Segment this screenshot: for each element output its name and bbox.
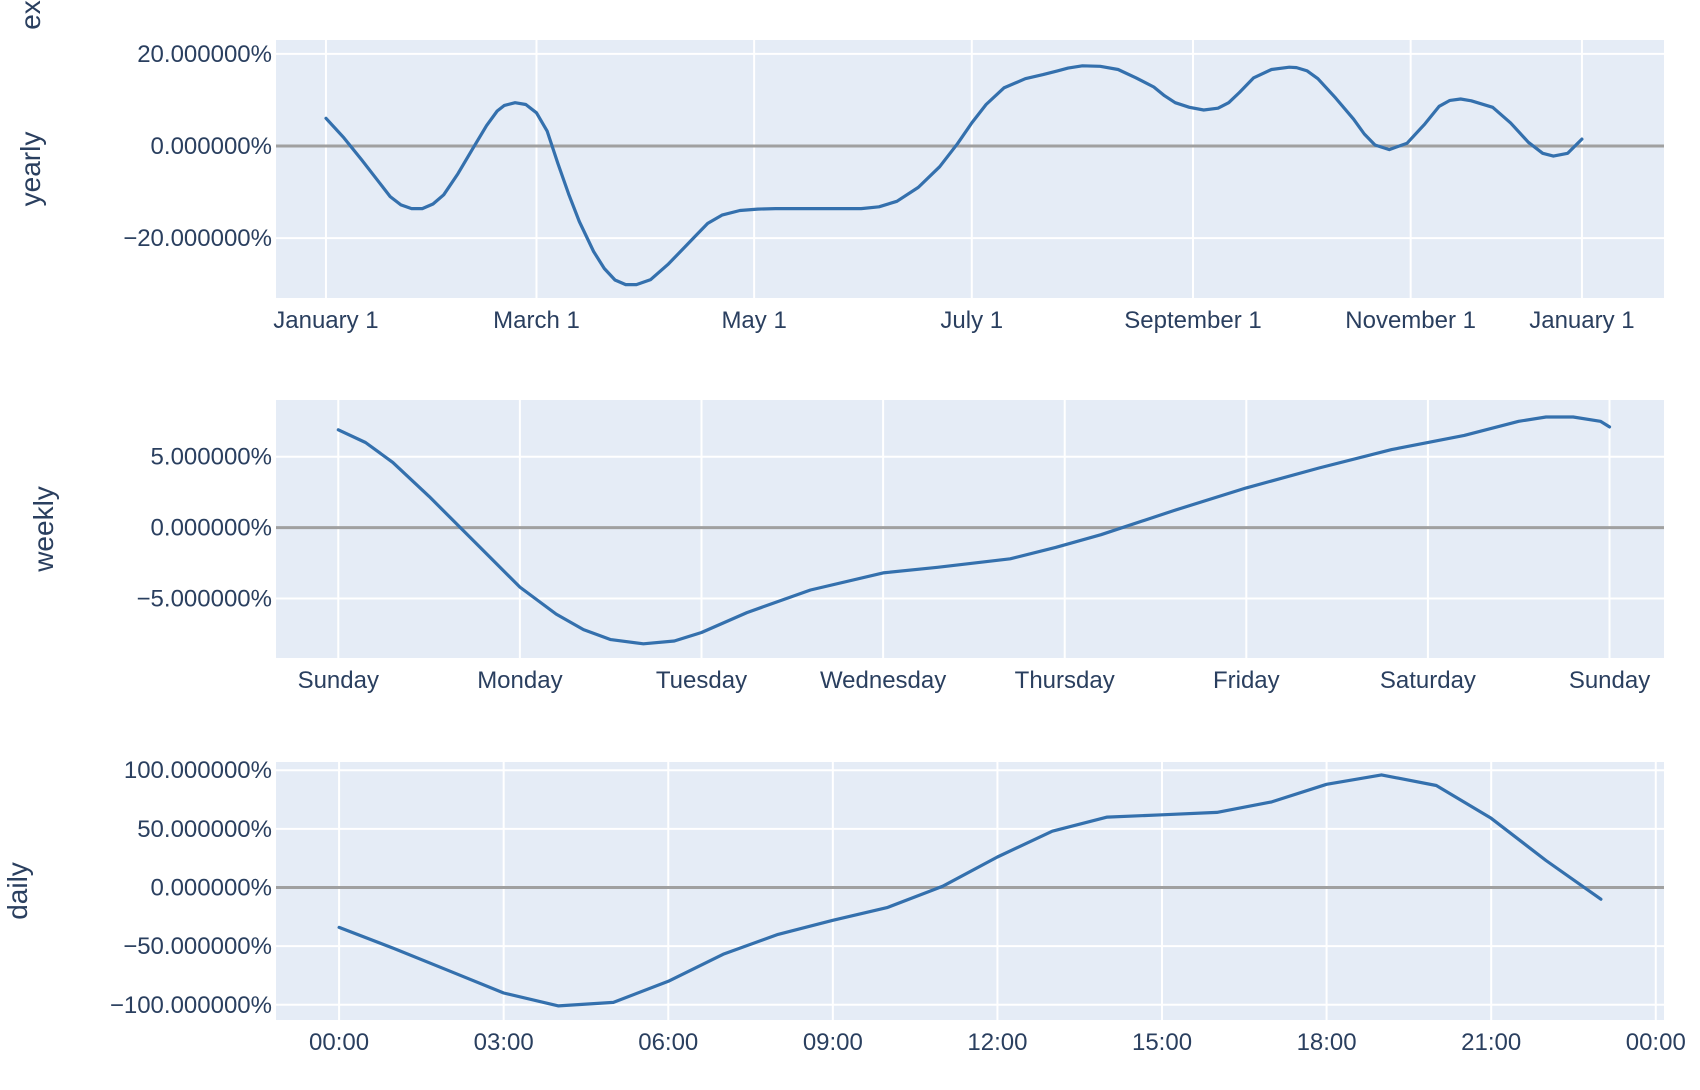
weekly-x-tick-label: Tuesday bbox=[656, 667, 747, 694]
weekly-y-tick-label: 5.000000% bbox=[151, 444, 272, 471]
daily-x-tick-label: 00:00 bbox=[309, 1029, 369, 1056]
weekly-x-tick-label: Friday bbox=[1213, 667, 1280, 694]
yearly-y-axis-title: yearly bbox=[15, 132, 46, 207]
daily-x-tick-label: 18:00 bbox=[1297, 1029, 1357, 1056]
yearly-x-tick-label: November 1 bbox=[1345, 307, 1476, 334]
yearly-x-tick-label: May 1 bbox=[721, 307, 786, 334]
daily-y-tick-label: 50.000000% bbox=[137, 816, 272, 843]
weekly-x-tick-label: Saturday bbox=[1380, 667, 1476, 694]
yearly-y-tick-label: 0.000000% bbox=[151, 133, 272, 160]
weekly-x-tick-label: Sunday bbox=[1569, 667, 1650, 694]
yearly-x-tick-label: March 1 bbox=[493, 307, 580, 334]
daily-x-tick-label: 21:00 bbox=[1461, 1029, 1521, 1056]
weekly-x-tick-label: Sunday bbox=[298, 667, 379, 694]
weekly-x-tick-label: Thursday bbox=[1015, 667, 1115, 694]
yearly-series-line bbox=[324, 64, 1584, 287]
daily-y-axis-title: daily bbox=[2, 862, 33, 920]
yearly-x-tick-label: January 1 bbox=[1529, 307, 1634, 334]
daily-x-tick-label: 09:00 bbox=[803, 1029, 863, 1056]
weekly-y-tick-label: −5.000000% bbox=[137, 585, 272, 612]
yearly-x-tick-label: July 1 bbox=[940, 307, 1003, 334]
daily-plot-area bbox=[276, 762, 1664, 1020]
daily-series-line bbox=[337, 773, 1603, 1008]
daily-y-tick-label: −50.000000% bbox=[123, 933, 272, 960]
yearly-plot-area bbox=[276, 40, 1664, 298]
yearly-y-tick-label: −20.000000% bbox=[123, 225, 272, 252]
weekly-y-axis-title: weekly bbox=[28, 486, 59, 573]
daily-y-tick-label: 100.000000% bbox=[124, 757, 272, 784]
daily-x-tick-label: 15:00 bbox=[1132, 1029, 1192, 1056]
weekly-subplot: 5.000000% 0.000000% −5.000000% Sunday Monday… bbox=[28, 400, 1664, 694]
weekly-x-tick-label: Wednesday bbox=[820, 667, 946, 694]
daily-x-tick-label: 12:00 bbox=[967, 1029, 1027, 1056]
yearly-x-tick-label: September 1 bbox=[1124, 307, 1261, 334]
weekly-series-line bbox=[336, 415, 1612, 646]
daily-x-tick-label: 03:00 bbox=[474, 1029, 534, 1056]
daily-x-tick-label: 06:00 bbox=[638, 1029, 698, 1056]
yearly-y-tick-label: 20.000000% bbox=[137, 41, 272, 68]
daily-y-tick-label: 0.000000% bbox=[151, 874, 272, 901]
daily-y-tick-label: −100.000000% bbox=[110, 992, 272, 1019]
yearly-x-tick-label: January 1 bbox=[273, 307, 378, 334]
weekly-x-tick-label: Monday bbox=[477, 667, 562, 694]
daily-x-tick-label: 00:00 bbox=[1626, 1029, 1686, 1056]
weekly-y-tick-label: 0.000000% bbox=[151, 515, 272, 542]
yearly-subplot: 20.000000% 0.000000% −20.000000% January 1 M… bbox=[15, 0, 1664, 334]
cut-off-axis-title: ex bbox=[15, 0, 46, 30]
daily-subplot: 100.000000% 50.000000% 0.000000% −50.000000… bbox=[2, 757, 1686, 1056]
